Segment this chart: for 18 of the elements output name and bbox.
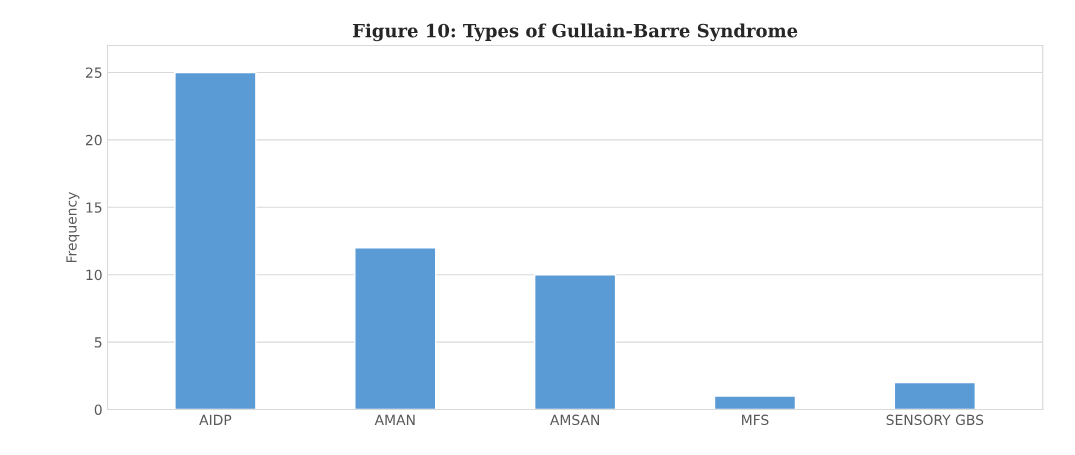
chart-title: Figure 10: Types of Gullain-Barre Syndrome [352,23,798,42]
bar [533,273,617,410]
y-tick-label: 15 [86,202,102,213]
y-tick-label: 25 [85,67,102,78]
y-tick-label: 5 [94,337,102,348]
bar [174,71,257,410]
y-tick-label: 10 [86,269,102,281]
x-tick-label: MFS [742,414,769,426]
bar [893,381,976,410]
bar [713,395,797,410]
x-tick-label: AMAN [374,414,415,425]
y-tick-label: 20 [85,134,102,146]
x-tick-label: SENSORY GBS [886,414,984,426]
x-tick-label: AMSAN [550,414,599,426]
bar [354,247,437,410]
y-tick-label: 0 [94,404,102,415]
y-axis-title: Frequency [66,192,80,263]
x-tick-label: AIDP [199,414,232,425]
